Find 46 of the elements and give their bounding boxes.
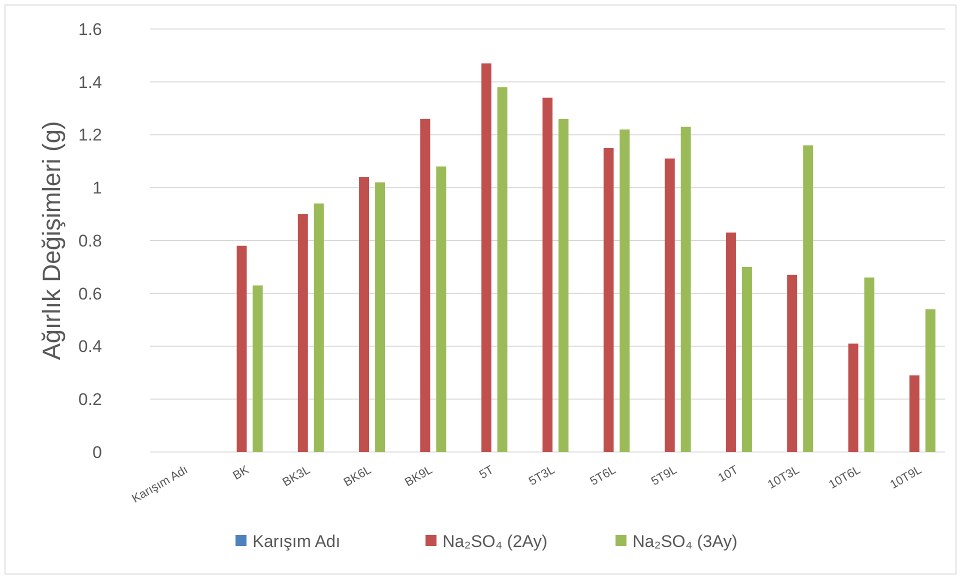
x-tick-label: 5T (476, 462, 496, 482)
legend-label: Karışım Adı (252, 532, 340, 551)
bar (803, 145, 814, 452)
x-tick-label: BK (230, 462, 252, 483)
bar (620, 129, 630, 452)
legend-label: Na₂SO₄ (3Ay) (632, 532, 738, 551)
x-tick-label: BK3L (280, 462, 313, 490)
bar (664, 158, 675, 452)
y-tick-label: 1.4 (78, 72, 102, 92)
bar (558, 118, 568, 452)
bar (481, 63, 492, 452)
y-tick-label: 0.6 (78, 284, 102, 304)
bar (787, 274, 798, 452)
x-tick-label: 10T (716, 462, 742, 485)
bar (359, 177, 370, 452)
x-tick-label: BK6L (341, 462, 374, 490)
legend-label: Na₂SO₄ (2Ay) (442, 532, 548, 551)
bar (680, 126, 691, 452)
bar (236, 246, 247, 452)
bar (726, 232, 736, 452)
y-tick-label: 0.4 (78, 337, 102, 356)
x-tick-label: 5T3L (526, 462, 558, 488)
bar (375, 182, 386, 452)
bar (420, 118, 430, 452)
y-axis-title: Ağırlık Değişimleri (g) (38, 121, 66, 360)
y-tick-label: 0.2 (78, 390, 102, 410)
bar (298, 214, 308, 452)
bar (252, 285, 263, 452)
bar (436, 166, 446, 452)
y-tick-label: 1.6 (78, 20, 102, 39)
bar (909, 375, 920, 452)
x-tick-label: 5T9L (648, 462, 680, 488)
y-tick-label: 0 (92, 442, 102, 462)
y-tick-label: 1 (92, 178, 102, 198)
bar (542, 98, 552, 452)
y-tick-label: 1.2 (78, 126, 102, 145)
bar (848, 344, 858, 452)
bar (864, 278, 874, 452)
bar (742, 266, 752, 452)
y-tick-label: 0.8 (78, 231, 102, 250)
bar (925, 309, 936, 452)
x-tick-label: BK9L (402, 462, 435, 490)
x-tick-label: 5T6L (587, 462, 618, 488)
bar (314, 203, 324, 452)
bar (497, 87, 508, 452)
bar (604, 148, 614, 452)
